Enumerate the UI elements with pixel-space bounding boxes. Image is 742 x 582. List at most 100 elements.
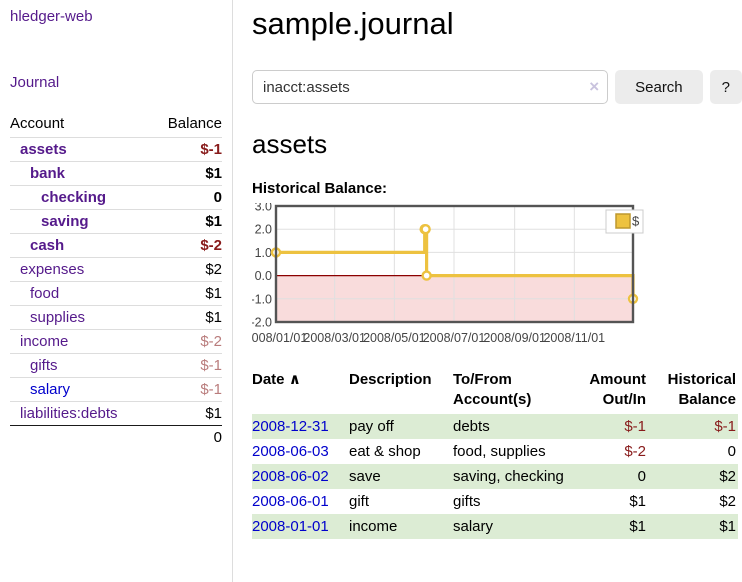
svg-text:2008/03/01: 2008/03/01 <box>303 331 366 345</box>
accounts-total-row: 0 <box>10 425 222 449</box>
account-link[interactable]: liabilities:debts <box>20 405 118 422</box>
account-row: salary $-1 <box>10 377 222 402</box>
search-button[interactable]: Search <box>615 70 703 104</box>
accounts-header-row: Account Balance <box>10 112 222 138</box>
transaction-row: 2008-12-31 pay off debts $-1 $-1 <box>252 414 738 439</box>
legend-swatch <box>615 213 631 229</box>
transaction-description: pay off <box>349 418 394 435</box>
clear-search-icon[interactable]: × <box>589 77 600 96</box>
svg-text:2008/07/01: 2008/07/01 <box>423 331 486 345</box>
transaction-row: 2008-06-02 save saving, checking 0 $2 <box>252 464 738 489</box>
register-col-date[interactable]: Date ∧ <box>252 371 301 388</box>
plot-border <box>274 204 635 324</box>
search-input[interactable] <box>252 70 609 104</box>
account-link[interactable]: saving <box>41 213 89 230</box>
account-balance: $-1 <box>150 353 222 378</box>
data-point-marker <box>421 270 432 281</box>
account-link[interactable]: expenses <box>20 261 85 278</box>
account-balance: $-2 <box>150 233 222 258</box>
transaction-description: gift <box>349 493 370 510</box>
transaction-balance: $2 <box>719 468 736 485</box>
transaction-date-link[interactable]: 2008-01-01 <box>252 518 329 535</box>
transaction-date-link[interactable]: 2008-06-02 <box>252 468 329 485</box>
legend-label: $ <box>632 214 640 229</box>
account-link[interactable]: bank <box>30 165 66 182</box>
account-balance: $1 <box>150 209 222 234</box>
svg-text:2008/01/01: 2008/01/01 <box>252 331 307 345</box>
accounts-table: Account Balance assets $-1 bank $1 checking 0… <box>10 112 222 449</box>
data-point-marker <box>420 224 431 235</box>
transaction-date-link[interactable]: 2008-06-03 <box>252 443 329 460</box>
register-col-description: Description <box>349 371 432 388</box>
report-heading: assets <box>252 129 328 159</box>
account-link[interactable]: food <box>30 285 60 302</box>
transaction-accounts: salary <box>453 518 494 535</box>
svg-text:2008/09/01: 2008/09/01 <box>483 331 546 345</box>
account-link[interactable]: checking <box>41 189 107 206</box>
svg-text:-1.0: -1.0 <box>252 292 272 306</box>
transaction-amount: $1 <box>629 493 646 510</box>
transaction-amount: $-2 <box>624 443 646 460</box>
account-row: food $1 <box>10 281 222 306</box>
sidebar-item-journal[interactable]: Journal <box>10 74 60 91</box>
sort-ascending-icon: ∧ <box>288 371 301 388</box>
transaction-accounts: debts <box>453 418 490 435</box>
account-row: expenses $2 <box>10 257 222 282</box>
main-panel: sample.journal × Search ? assets Histori… <box>234 0 742 582</box>
account-balance: $1 <box>150 281 222 306</box>
account-row: cash $-2 <box>10 233 222 258</box>
register-table: Date ∧ Description To/From Account(s) Am… <box>252 368 738 539</box>
account-row: gifts $-1 <box>10 353 222 378</box>
chart-title: Historical Balance: <box>252 180 388 197</box>
account-row: liabilities:debts $1 <box>10 401 222 426</box>
account-link[interactable]: salary <box>30 381 71 398</box>
account-balance: $1 <box>150 401 222 426</box>
transaction-amount: $-1 <box>624 418 646 435</box>
svg-text:3.0: 3.0 <box>255 203 272 214</box>
transaction-date-link[interactable]: 2008-06-01 <box>252 493 329 510</box>
transaction-description: eat & shop <box>349 443 421 460</box>
help-button[interactable]: ? <box>709 70 742 104</box>
account-balance: $1 <box>150 305 222 330</box>
transaction-row: 2008-06-03 eat & shop food, supplies $-2 0 <box>252 439 738 464</box>
transaction-date-link[interactable]: 2008-12-31 <box>252 418 329 435</box>
account-link[interactable]: cash <box>30 237 65 254</box>
account-link[interactable]: supplies <box>30 309 86 326</box>
accounts-col-balance: Balance <box>150 112 222 138</box>
account-link[interactable]: gifts <box>30 357 58 374</box>
chart-svg: 3.0 2.0 1.0 0.0 -1.0 -2.02008/01/012008/03/01… <box>245 200 644 345</box>
register-header-row: Date ∧ Description To/From Account(s) Am… <box>252 368 738 414</box>
transaction-description: income <box>349 518 398 535</box>
account-row: income $-2 <box>10 329 222 354</box>
transaction-accounts: saving, checking <box>453 468 564 485</box>
sidebar: hledger-web Journal Account Balance asse… <box>0 0 233 582</box>
register-col-balance: Historical Balance <box>667 371 736 408</box>
account-balance: $-1 <box>150 377 222 402</box>
transaction-row: 2008-01-01 income salary $1 $1 <box>252 514 738 539</box>
transaction-description: save <box>349 468 381 485</box>
account-row: saving $1 <box>10 209 222 234</box>
transaction-amount: 0 <box>637 468 646 485</box>
account-balance: $-2 <box>150 329 222 354</box>
brand-link[interactable]: hledger-web <box>10 8 93 25</box>
transaction-balance: $2 <box>719 493 736 510</box>
svg-text:2008/11/01: 2008/11/01 <box>543 331 605 345</box>
accounts-table-body: assets $-1 bank $1 checking 0 saving $1 cash $-2 e… <box>10 138 222 426</box>
register-table-body: 2008-12-31 pay off debts $-1 $-1 2008-06-03 ea… <box>252 414 738 539</box>
account-row: assets $-1 <box>10 138 222 162</box>
register-col-accounts: To/From Account(s) <box>453 371 532 408</box>
account-link[interactable]: assets <box>20 141 67 158</box>
transaction-balance: $-1 <box>714 418 736 435</box>
account-row: bank $1 <box>10 161 222 186</box>
transaction-amount: $1 <box>629 518 646 535</box>
account-link[interactable]: income <box>20 333 69 350</box>
page-title: sample.journal <box>252 6 454 41</box>
svg-text:2.0: 2.0 <box>255 223 272 237</box>
svg-text:0.0: 0.0 <box>255 269 272 283</box>
account-balance: $2 <box>150 257 222 282</box>
account-balance: 0 <box>150 185 222 210</box>
transaction-accounts: food, supplies <box>453 443 546 460</box>
account-row: checking 0 <box>10 185 222 210</box>
account-row: supplies $1 <box>10 305 222 330</box>
accounts-col-account: Account <box>10 112 151 138</box>
